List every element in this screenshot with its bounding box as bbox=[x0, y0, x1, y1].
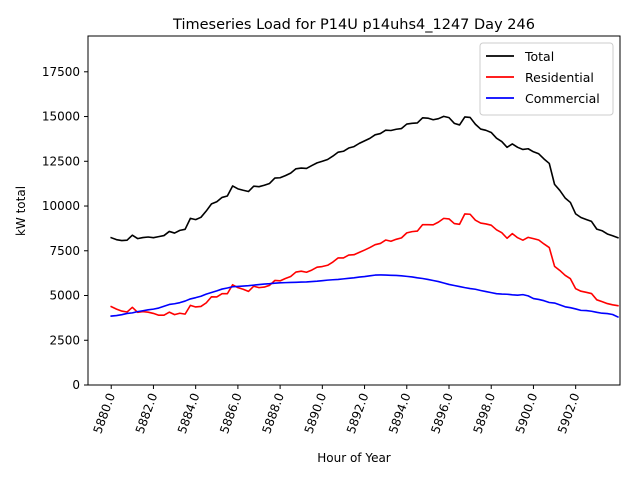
series-line-total bbox=[110, 115, 619, 242]
legend-box bbox=[479, 42, 614, 116]
series-line-commercial bbox=[110, 274, 619, 319]
y-tick-label: 7500 bbox=[49, 244, 80, 258]
chart-title: Timeseries Load for P14U p14uhs4_1247 Da… bbox=[172, 17, 535, 33]
plot-lines bbox=[110, 115, 619, 319]
y-tick-label: 17500 bbox=[42, 65, 80, 79]
y-axis-label: kW total bbox=[14, 186, 28, 236]
y-tick-label: 5000 bbox=[49, 289, 80, 303]
y-tick-label: 10000 bbox=[42, 199, 80, 213]
y-tick-label: 15000 bbox=[42, 110, 80, 124]
axes-frame bbox=[87, 35, 621, 386]
x-axis-label: Hour of Year bbox=[317, 451, 391, 465]
y-tick-label: 12500 bbox=[42, 154, 80, 168]
series-line-residential bbox=[110, 213, 619, 317]
legend-label-commercial: Commercial bbox=[525, 91, 600, 106]
legend: Total Residential Commercial bbox=[479, 42, 614, 116]
legend-label-residential: Residential bbox=[525, 70, 594, 85]
legend-label-total: Total bbox=[524, 49, 554, 64]
y-tick-label: 2500 bbox=[49, 333, 80, 347]
y-tick-label: 0 bbox=[72, 378, 80, 392]
